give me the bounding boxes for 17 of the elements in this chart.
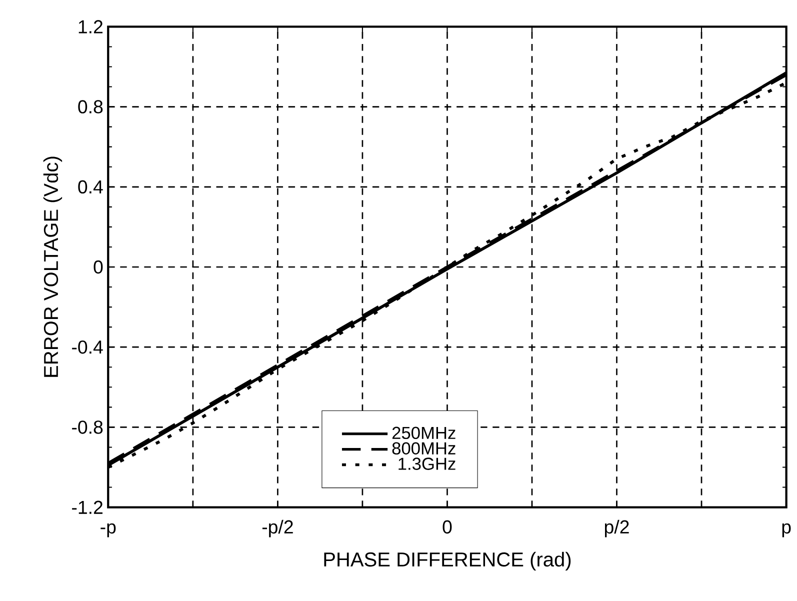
x-tick-label: 0 <box>442 520 452 534</box>
y-tick-label: 0 <box>94 260 103 274</box>
x-tick-label: p/2 <box>604 520 629 538</box>
y-tick-label: -0.8 <box>72 420 103 434</box>
y-axis-title: ERROR VOLTAGE (Vdc) <box>43 156 62 377</box>
legend-label: 1.3GHz <box>398 458 456 470</box>
x-axis-title: PHASE DIFFERENCE (rad) <box>324 552 571 571</box>
y-tick-label: 0.8 <box>78 100 103 114</box>
x-tick-label: -p <box>100 523 116 538</box>
y-tick-label: -1.2 <box>72 500 102 514</box>
x-tick-label: p <box>782 523 791 538</box>
y-tick-label: -0.4 <box>72 340 103 354</box>
y-tick-label: 1.2 <box>78 20 102 34</box>
legend-label: 800MHz <box>392 442 456 455</box>
x-tick-label: -p/2 <box>262 520 293 538</box>
legend-label: 250MHz <box>392 426 456 440</box>
y-tick-label: 0.4 <box>78 180 103 194</box>
